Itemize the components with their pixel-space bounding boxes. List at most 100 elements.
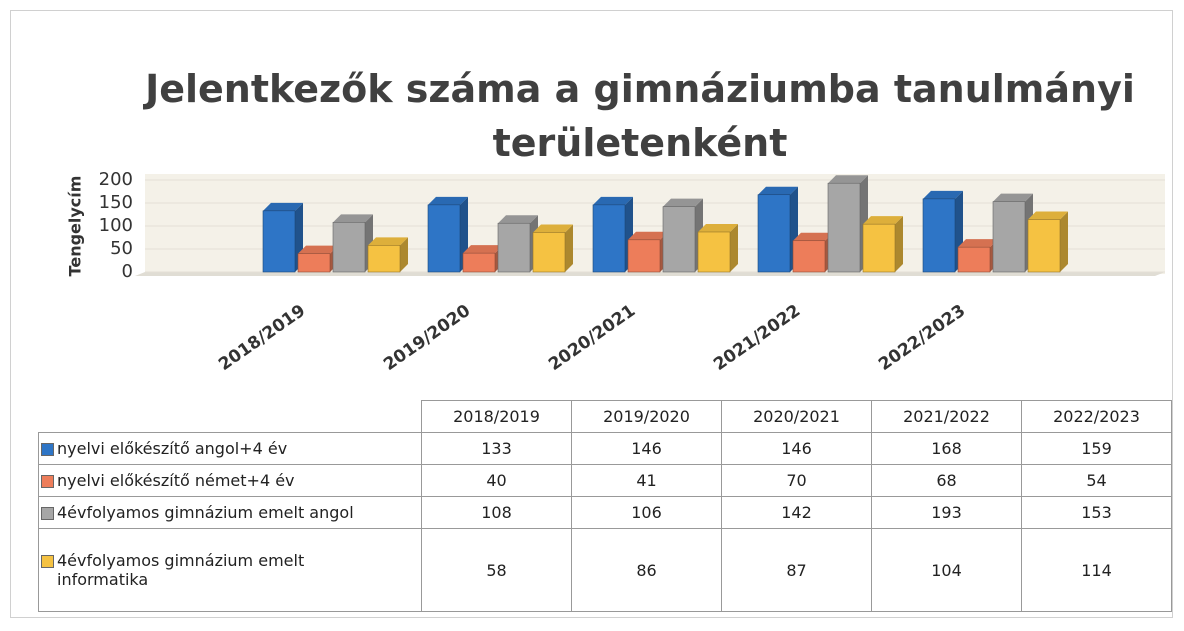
table-row: nyelvi előkészítő angol+4 év 133 146 146 168…: [38, 432, 1172, 465]
table-value: 68: [871, 464, 1022, 497]
bar-top: [298, 245, 338, 254]
bar: [957, 246, 991, 273]
table-value: 142: [721, 496, 872, 529]
bar-top: [758, 186, 798, 195]
table-header: 2021/2022: [871, 400, 1022, 433]
legend-label: 4évfolyamos gimnázium emelt informatika: [57, 551, 305, 589]
table-value: 106: [571, 496, 722, 529]
legend-entry: 4évfolyamos gimnázium emelt angol: [38, 496, 422, 529]
table-value: 146: [721, 432, 872, 465]
legend-label: nyelvi előkészítő német+4 év: [57, 471, 295, 490]
bar: [427, 204, 461, 273]
bar: [627, 239, 661, 273]
x-tick-label: 2019/2020: [380, 301, 474, 375]
x-tick-label: 2018/2019: [215, 301, 309, 375]
bar-top: [663, 198, 703, 207]
legend-label: 4évfolyamos gimnázium emelt angol: [57, 503, 354, 522]
table-row: nyelvi előkészítő német+4 év 40 41 70 68 54: [38, 464, 1172, 497]
legend-entry: 4évfolyamos gimnázium emelt informatika: [38, 528, 422, 612]
bar: [792, 240, 826, 273]
bar-top: [533, 224, 573, 233]
table-row: 4évfolyamos gimnázium emelt angol 108 106 1…: [38, 496, 1172, 529]
bar-top: [333, 214, 373, 223]
bar-side: [895, 216, 903, 272]
bar: [367, 245, 401, 273]
bar-top: [863, 216, 903, 225]
legend-label: nyelvi előkészítő angol+4 év: [57, 439, 288, 458]
y-tick-label: 150: [99, 192, 133, 213]
y-tick-label: 0: [122, 261, 133, 282]
bar-top: [828, 175, 868, 184]
y-tick-label: 50: [110, 238, 133, 259]
table-value: 133: [421, 432, 572, 465]
bar: [332, 222, 366, 273]
bar: [862, 223, 896, 273]
table-value: 40: [421, 464, 572, 497]
bar: [662, 206, 696, 273]
legend-entry: nyelvi előkészítő angol+4 év: [38, 432, 422, 465]
table-value: 86: [571, 528, 722, 612]
bar-top: [628, 231, 668, 240]
table-value: 146: [571, 432, 722, 465]
table-value: 54: [1021, 464, 1172, 497]
bar-side: [565, 224, 573, 272]
bar-top: [923, 190, 963, 199]
bar: [922, 198, 956, 273]
table-header: 2022/2023: [1021, 400, 1172, 433]
table-value: 108: [421, 496, 572, 529]
table-value: 193: [871, 496, 1022, 529]
y-tick-label: 100: [99, 215, 133, 236]
bar: [1027, 219, 1061, 273]
chart-title: Jelentkezők száma a gimnáziumba tanulmán…: [145, 67, 1135, 165]
bar-top: [698, 223, 738, 232]
table-row: 4évfolyamos gimnázium emelt informatika 5…: [38, 528, 1172, 612]
bar: [992, 201, 1026, 273]
bar: [497, 222, 531, 273]
data-table: 2018/2019 2019/2020 2020/2021 2021/2022 2022…: [38, 400, 1172, 612]
x-tick-label: 2021/2022: [710, 301, 804, 375]
table-value: 41: [571, 464, 722, 497]
bar-side: [1060, 211, 1068, 272]
legend-swatch: [41, 555, 54, 568]
x-tick-label: 2020/2021: [545, 301, 639, 375]
x-tick-label: 2022/2023: [875, 301, 969, 375]
bar-top: [428, 196, 468, 205]
bar: [262, 210, 296, 273]
bar: [297, 253, 331, 273]
bar: [827, 182, 861, 273]
table-value: 104: [871, 528, 1022, 612]
bar-top: [793, 232, 833, 241]
bar: [757, 194, 791, 273]
bar-top: [1028, 211, 1068, 220]
table-value: 153: [1021, 496, 1172, 529]
bar: [592, 204, 626, 273]
bar-side: [400, 237, 408, 272]
bar-top: [993, 193, 1033, 202]
bar-top: [368, 237, 408, 246]
table-value: 114: [1021, 528, 1172, 612]
bar: [697, 231, 731, 273]
bar-top: [463, 245, 503, 254]
bar-top: [958, 239, 998, 248]
table-value: 70: [721, 464, 872, 497]
bar-top: [498, 215, 538, 224]
table-header: 2020/2021: [721, 400, 872, 433]
legend-swatch: [41, 475, 54, 488]
y-axis-label: Tengelycím: [66, 176, 85, 277]
table-header: 2019/2020: [571, 400, 722, 433]
table-header: 2018/2019: [421, 400, 572, 433]
table-value: 58: [421, 528, 572, 612]
legend-swatch: [41, 507, 54, 520]
legend-swatch: [41, 443, 54, 456]
table-value: 87: [721, 528, 872, 612]
bar: [462, 252, 496, 273]
bar-top: [263, 202, 303, 211]
table-value: 159: [1021, 432, 1172, 465]
floor: [135, 272, 1165, 276]
bar: [532, 232, 566, 273]
table-corner: [38, 400, 422, 433]
bar-top: [593, 196, 633, 205]
y-tick-label: 200: [99, 169, 133, 190]
